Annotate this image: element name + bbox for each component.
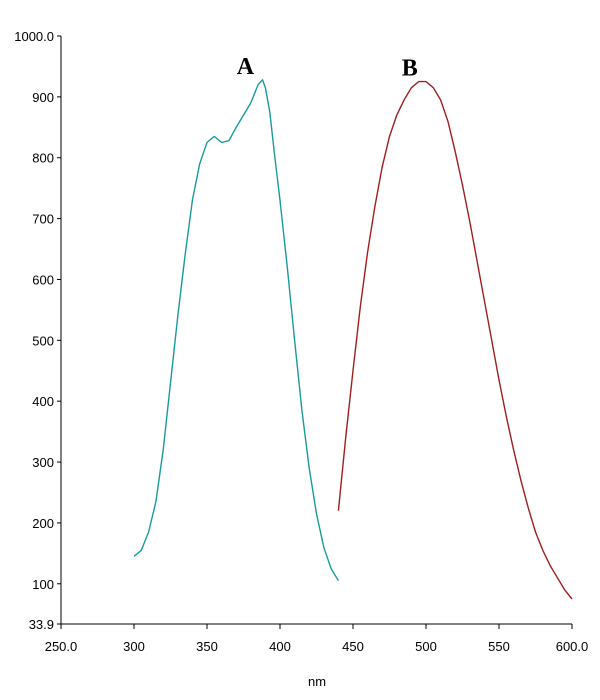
x-tick-label: 600.0 — [556, 639, 589, 654]
y-tick-label: 200 — [32, 516, 54, 531]
x-tick-label: 400 — [269, 639, 291, 654]
y-tick-label: 600 — [32, 272, 54, 287]
y-tick-label: 700 — [32, 212, 54, 227]
x-axis-title: nm — [308, 674, 326, 689]
series-label-B: B — [402, 56, 418, 82]
x-tick-label: 450 — [342, 639, 364, 654]
y-tick-label: 300 — [32, 455, 54, 470]
y-tick-label: 500 — [32, 333, 54, 348]
x-tick-label: 550 — [488, 639, 510, 654]
series-layer — [133, 79, 573, 600]
y-tick-label: 100 — [32, 577, 54, 592]
series-label-A: A — [237, 54, 255, 80]
y-tick-label: 800 — [32, 151, 54, 166]
x-tick-label: 500 — [415, 639, 437, 654]
series-line-A — [133, 79, 339, 582]
x-tick-label: 300 — [123, 639, 145, 654]
x-tick-label: 350 — [196, 639, 218, 654]
x-tick-label: 250.0 — [45, 639, 78, 654]
y-tick-label: 400 — [32, 394, 54, 409]
axes: 1000.0 900 800 700 600 500 400 300 200 100 33.9 250… — [14, 29, 588, 654]
y-tick-label: 33.9 — [29, 617, 54, 632]
y-tick-label: 1000.0 — [14, 29, 54, 44]
series-line-B — [337, 80, 573, 600]
y-tick-label: 900 — [32, 90, 54, 105]
